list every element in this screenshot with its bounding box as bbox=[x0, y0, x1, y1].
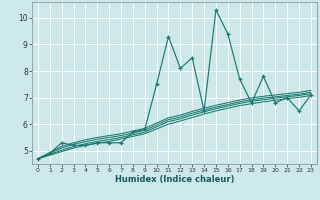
X-axis label: Humidex (Indice chaleur): Humidex (Indice chaleur) bbox=[115, 175, 234, 184]
